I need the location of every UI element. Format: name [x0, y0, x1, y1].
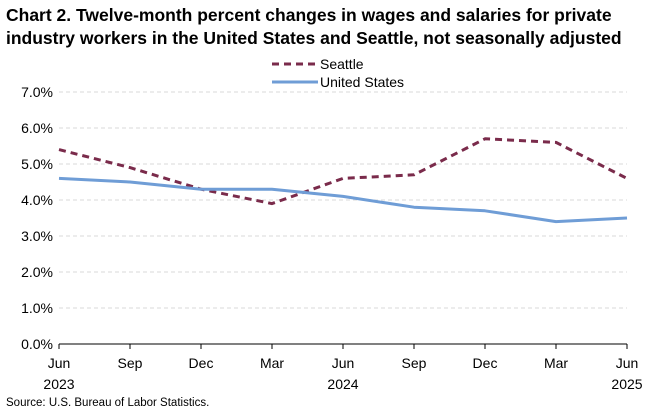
x-tick-label: Jun — [616, 355, 639, 371]
x-tick-label: Mar — [260, 355, 284, 371]
series-line-seattle — [58, 137, 628, 206]
x-year-label: 2025 — [611, 376, 642, 392]
y-axis-ticks: 0.0% 1.0% 2.0% 3.0% 4.0% 5.0% 6.0% 7.0% — [21, 84, 53, 352]
x-axis-ticks: Jun 2023 Sep Dec Mar Jun 2024 Sep Dec Mar Jun 2025 — [43, 344, 643, 392]
chart-title: Chart 2. Twelve-month percent changes in… — [6, 5, 622, 48]
x-tick-label: Sep — [118, 355, 143, 371]
y-tick-label: 3.0% — [21, 228, 53, 244]
y-tick-label: 4.0% — [21, 192, 53, 208]
x-tick-label: Dec — [189, 355, 214, 371]
y-tick-label: 5.0% — [21, 156, 53, 172]
x-tick-label: Jun — [48, 355, 71, 371]
x-tick-label: Jun — [332, 355, 355, 371]
source-note: Source: U.S. Bureau of Labor Statistics. — [6, 397, 210, 409]
x-year-label: 2024 — [327, 376, 358, 392]
gridlines — [59, 91, 627, 309]
y-tick-label: 7.0% — [21, 84, 53, 100]
y-tick-label: 6.0% — [21, 120, 53, 136]
legend-label: United States — [320, 74, 404, 90]
legend-label: Seattle — [320, 56, 364, 72]
x-tick-label: Sep — [402, 355, 427, 371]
y-tick-label: 0.0% — [21, 336, 53, 352]
x-tick-label: Dec — [473, 355, 498, 371]
legend: Seattle United States — [272, 56, 404, 90]
series-lines — [58, 137, 628, 224]
x-year-label: 2023 — [43, 376, 74, 392]
y-tick-label: 1.0% — [21, 300, 53, 316]
x-tick-label: Mar — [544, 355, 568, 371]
y-tick-label: 2.0% — [21, 264, 53, 280]
